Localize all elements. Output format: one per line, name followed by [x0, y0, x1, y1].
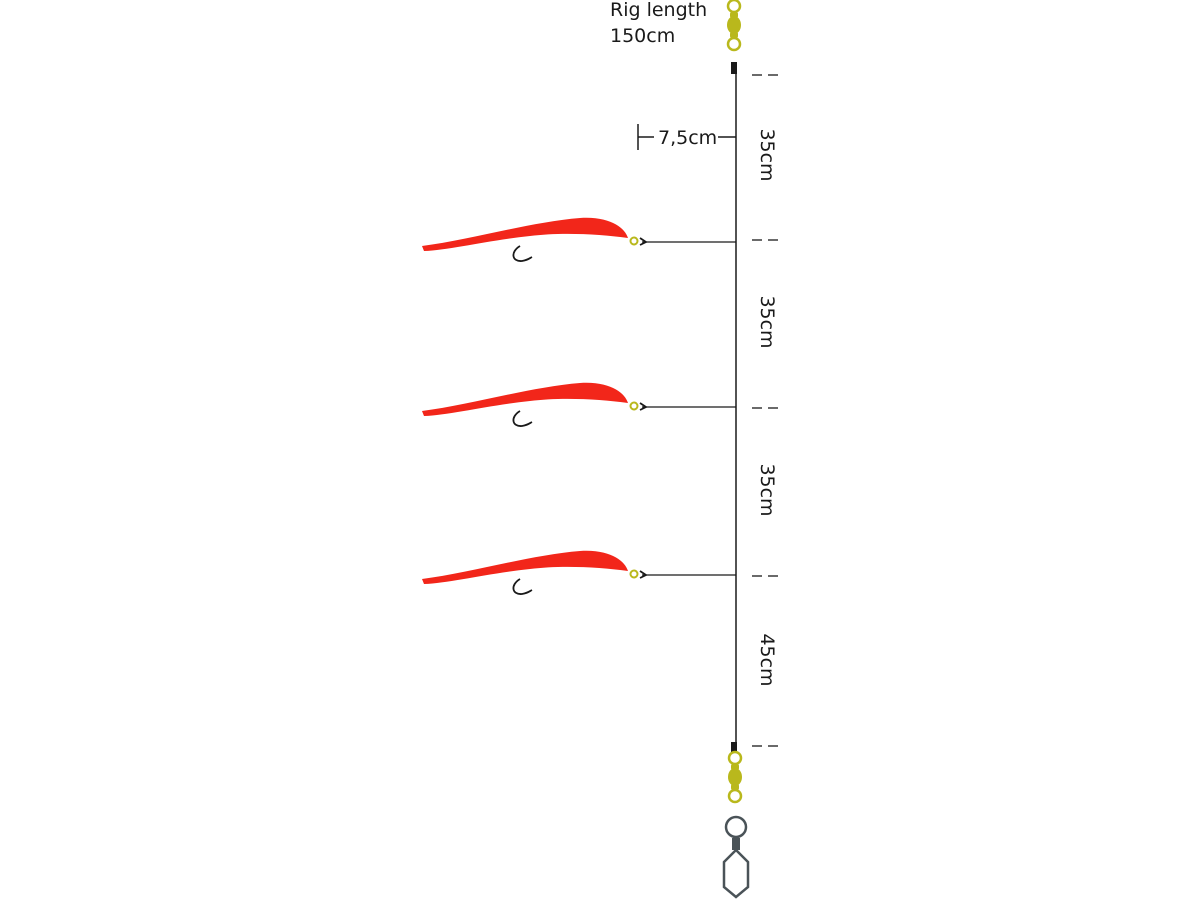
lure-3 [421, 549, 736, 596]
snood-length-label: 7,5cm [658, 127, 717, 149]
snap-clip-icon [722, 815, 750, 899]
segment-label-1: 35cm [756, 128, 778, 181]
lure-1 [421, 216, 736, 263]
red-worm-lure-icon [421, 216, 647, 263]
bottom-swivel-icon [726, 742, 744, 804]
red-worm-lure-icon [421, 549, 647, 596]
top-swivel-icon [725, 0, 743, 74]
segment-markers [752, 74, 778, 747]
red-worm-lure-icon [421, 381, 647, 428]
lure-2 [421, 381, 736, 428]
segment-label-4: 45cm [756, 633, 778, 686]
rig-length-label: Rig length 150cm [610, 0, 707, 49]
segment-label-2: 35cm [756, 295, 778, 348]
snood-length-annotation: 7,5cm [637, 124, 736, 150]
rig-length-title: Rig length [610, 0, 708, 21]
segment-label-3: 35cm [756, 463, 778, 516]
rig-length-value: 150cm [610, 25, 676, 47]
